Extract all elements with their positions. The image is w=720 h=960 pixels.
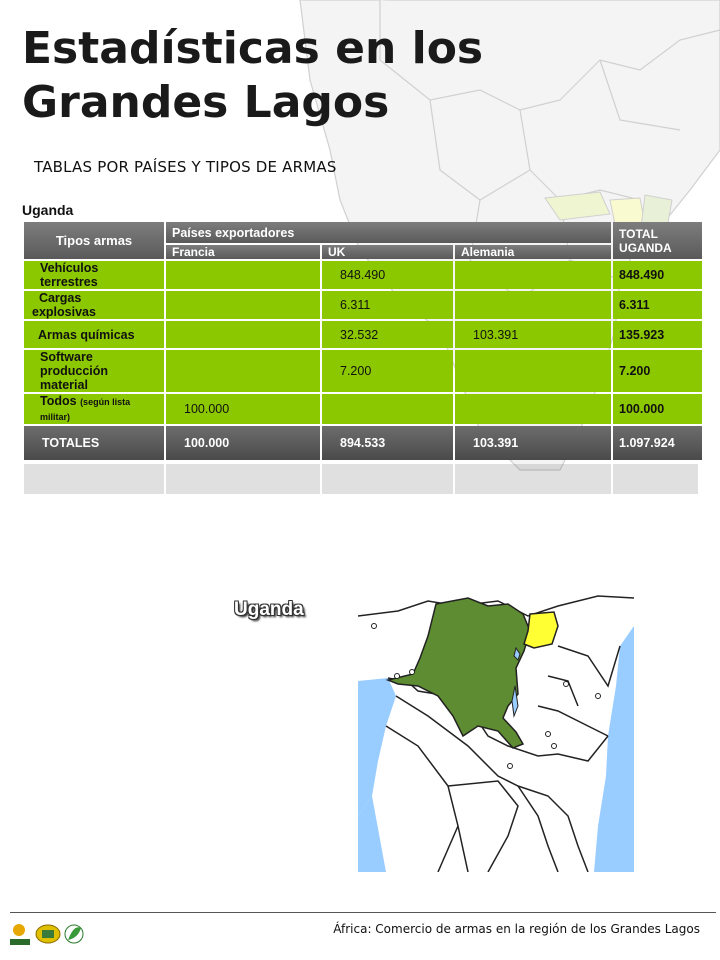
country-borders: [358, 595, 634, 872]
table-row: Todos (según lista militar) 100.000 100.…: [24, 394, 703, 424]
footer-divider: [10, 912, 716, 913]
indian-ocean: [594, 626, 634, 872]
title-line-2: Grandes Lagos: [22, 77, 390, 128]
totals-row: TOTALES 100.000 894.533 103.391 1.097.92…: [24, 426, 703, 460]
mp-logo-icon: [35, 924, 61, 944]
cell-total: 100.000: [613, 394, 703, 424]
title-line-1: Estadísticas en los: [22, 23, 484, 74]
header-francia: Francia: [166, 245, 320, 259]
type-text: terrestres: [40, 275, 98, 289]
header-exporting-countries: Países exportadores: [166, 222, 612, 243]
reflection-block: [322, 464, 453, 494]
totals-label: TOTALES: [24, 426, 164, 460]
header-total-country: UGANDA: [619, 240, 672, 255]
cell-alemania: [455, 394, 612, 424]
lake: [513, 646, 521, 661]
header-alemania: Alemania: [455, 245, 612, 259]
leaf-logo-icon: [64, 924, 84, 944]
row-type-chemical: Armas químicas: [24, 321, 164, 348]
page-title: Estadísticas en los Grandes Lagos: [22, 22, 483, 130]
cell-uk: 7.200: [322, 350, 453, 392]
type-text: Todos: [40, 394, 77, 408]
arms-table-section: Uganda Tipos armas Países exportadores T…: [22, 202, 703, 462]
totals-uk: 894.533: [322, 426, 453, 460]
confer-logo-icon: [10, 924, 30, 945]
map-country-label: Uganda: [234, 599, 304, 620]
header-weapon-types: Tipos armas: [24, 222, 164, 259]
totals-total: 1.097.924: [613, 426, 703, 460]
cell-francia: [166, 291, 320, 319]
lake: [511, 685, 519, 718]
cell-uk: 848.490: [322, 261, 453, 289]
reflection-block: [613, 464, 698, 494]
reflection-block: [455, 464, 611, 494]
cell-uk: [322, 394, 453, 424]
cell-total: 6.311: [613, 291, 703, 319]
header-total-uganda: TOTAL UGANDA: [613, 222, 703, 259]
table-country-label: Uganda: [22, 202, 74, 218]
partner-logos: [10, 924, 84, 945]
cell-uk: 6.311: [322, 291, 453, 319]
atlantic-ocean-south: [358, 796, 386, 872]
row-type-all: Todos (según lista militar): [24, 394, 164, 424]
cell-total: 848.490: [613, 261, 703, 289]
table-row: Armas químicas 32.532 103.391 135.923: [24, 321, 703, 348]
reflection-block: [166, 464, 320, 494]
cell-total: 7.200: [613, 350, 703, 392]
type-text: Vehículos: [40, 261, 99, 275]
header-uk: UK: [322, 245, 453, 259]
cell-francia: 100.000: [166, 394, 320, 424]
row-type-vehicles: Vehículos terrestres: [24, 261, 164, 289]
cell-uk: 32.532: [322, 321, 453, 348]
reflection-block: [24, 464, 164, 494]
cell-francia: [166, 350, 320, 392]
table-reflection: [22, 460, 700, 530]
row-type-explosives: Cargas explosivas: [24, 291, 164, 319]
type-note: (según lista militar): [40, 397, 131, 422]
table-row: Cargas explosivas 6.311 6.311: [24, 291, 703, 319]
header-total-word: TOTAL: [619, 226, 658, 241]
footer-logos: [8, 920, 88, 950]
totals-francia: 100.000: [166, 426, 320, 460]
cell-alemania: 103.391: [455, 321, 612, 348]
table-row: Vehículos terrestres 848.490 848.490: [24, 261, 703, 289]
uganda-country: [523, 611, 559, 649]
cell-alemania: [455, 261, 612, 289]
cell-total: 135.923: [613, 321, 703, 348]
table-row: Software producción material 7.200 7.200: [24, 350, 703, 392]
atlantic-ocean: [358, 678, 396, 816]
row-type-software: Software producción material: [24, 350, 164, 392]
type-text: Software: [40, 350, 93, 364]
totals-alemania: 103.391: [455, 426, 612, 460]
drc-country: [385, 597, 531, 749]
cell-alemania: [455, 291, 612, 319]
type-text: producción: [40, 364, 109, 378]
cell-francia: [166, 321, 320, 348]
footer-caption: África: Comercio de armas en la región d…: [333, 922, 700, 936]
great-lakes-map: [358, 586, 634, 872]
cell-francia: [166, 261, 320, 289]
page-subtitle: TABLAS POR PAÍSES Y TIPOS DE ARMAS: [34, 158, 337, 176]
type-text: Cargas: [38, 291, 82, 305]
type-text: explosivas: [32, 305, 96, 319]
arms-table: Tipos armas Países exportadores TOTAL UG…: [22, 220, 704, 462]
type-text: material: [40, 378, 88, 392]
cell-alemania: [455, 350, 612, 392]
city-dots: [371, 623, 601, 769]
